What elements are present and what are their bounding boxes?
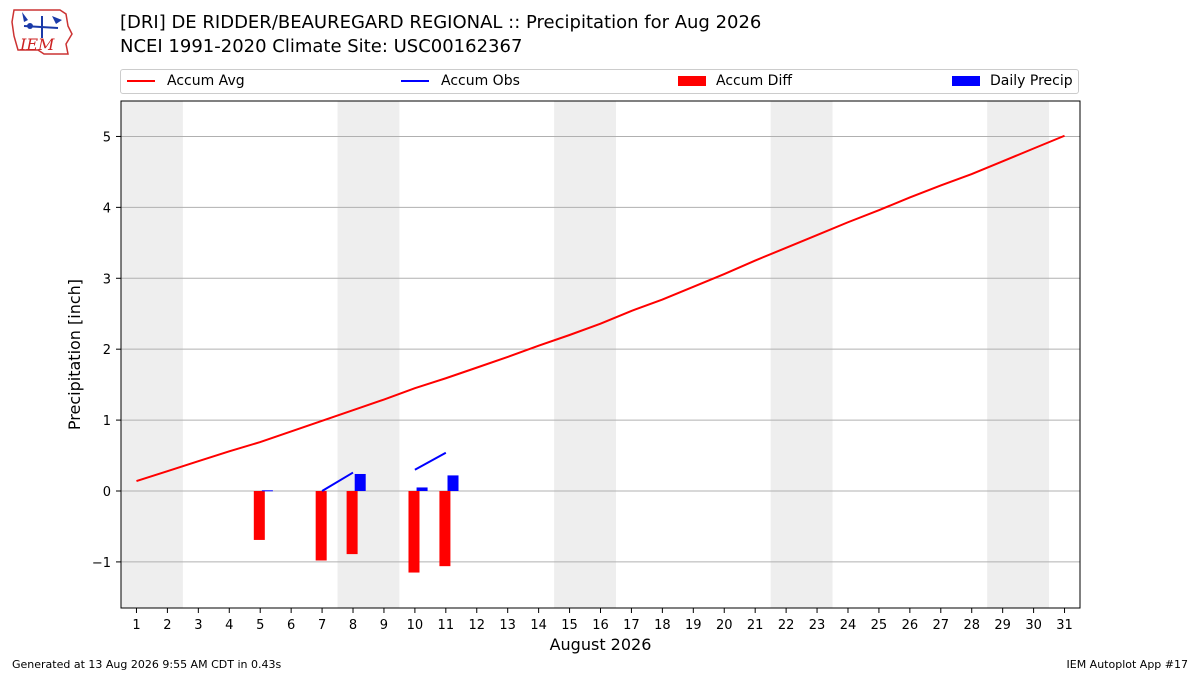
legend-swatch-accum-diff	[678, 76, 706, 86]
weekend-shade	[121, 101, 183, 608]
x-tick-label: 22	[778, 618, 795, 633]
x-tick-label: 11	[438, 618, 455, 633]
x-tick-label: 18	[654, 618, 671, 633]
accum-avg-line	[136, 134, 1065, 483]
y-tick-label: 1	[103, 414, 111, 429]
x-tick-label: 24	[840, 618, 857, 633]
legend-item-accum-obs: Accum Obs	[401, 73, 520, 89]
x-tick-label: 12	[468, 618, 485, 633]
x-axis-label: August 2026	[550, 635, 652, 654]
chart-legend: Accum Avg Accum Obs Accum Diff Daily Pre…	[120, 69, 1079, 94]
x-tick-label: 13	[499, 618, 516, 633]
legend-swatch-daily-precip	[952, 76, 980, 86]
x-tick-label: 28	[963, 618, 980, 633]
y-tick-label: 2	[103, 343, 111, 358]
x-tick-label: 5	[256, 618, 264, 633]
x-tick-label: 26	[902, 618, 919, 633]
legend-swatch-accum-obs	[401, 80, 429, 82]
weekend-shade	[987, 101, 1050, 608]
x-tick-label: 4	[225, 618, 233, 633]
weekend-shade	[554, 101, 616, 608]
x-tick-label: 16	[592, 618, 609, 633]
y-tick-label: 5	[103, 130, 111, 145]
accum-diff-bar	[346, 491, 358, 555]
accum-diff-bar	[439, 491, 451, 567]
x-tick-label: 23	[809, 618, 826, 633]
chart-title: [DRI] DE RIDDER/BEAUREGARD REGIONAL :: P…	[120, 12, 762, 33]
x-tick-label: 7	[318, 618, 326, 633]
x-tick-label: 27	[933, 618, 950, 633]
x-tick-label: 6	[287, 618, 295, 633]
x-tick-label: 31	[1056, 618, 1073, 633]
x-tick-label: 9	[380, 618, 388, 633]
x-tick-label: 10	[407, 618, 424, 633]
daily-precip-bar	[354, 473, 366, 491]
iem-logo: IEM	[8, 6, 78, 58]
weekend-shade	[770, 101, 833, 608]
legend-item-daily-precip: Daily Precip	[952, 73, 1073, 89]
daily-precip-bar	[447, 475, 459, 491]
x-tick-label: 3	[194, 618, 202, 633]
y-tick-label: 3	[103, 272, 111, 287]
x-tick-label: 2	[163, 618, 171, 633]
svg-text:IEM: IEM	[19, 35, 55, 54]
legend-item-accum-avg: Accum Avg	[127, 73, 245, 89]
legend-swatch-accum-avg	[127, 80, 155, 82]
x-tick-label: 8	[349, 618, 357, 633]
legend-label-daily-precip: Daily Precip	[990, 73, 1073, 89]
daily-precip-bar	[261, 490, 273, 492]
accum-diff-bar	[315, 491, 327, 561]
accum-diff-bar	[253, 491, 265, 540]
legend-label-accum-obs: Accum Obs	[441, 73, 520, 89]
x-tick-label: 20	[716, 618, 733, 633]
x-tick-label: 25	[871, 618, 888, 633]
accum-obs-line	[414, 451, 447, 471]
footer-generated-text: Generated at 13 Aug 2026 9:55 AM CDT in …	[12, 658, 282, 671]
x-tick-label: 29	[994, 618, 1011, 633]
x-tick-label: 19	[685, 618, 702, 633]
x-tick-label: 15	[561, 618, 578, 633]
x-tick-label: 21	[747, 618, 764, 633]
accum-diff-bar	[408, 491, 420, 573]
x-tick-label: 1	[132, 618, 140, 633]
x-tick-label: 17	[623, 618, 640, 633]
x-tick-label: 14	[530, 618, 547, 633]
y-axis-label: Precipitation [inch]	[65, 279, 84, 430]
chart-subtitle: NCEI 1991-2020 Climate Site: USC00162367	[120, 36, 523, 57]
legend-label-accum-diff: Accum Diff	[716, 73, 793, 89]
legend-item-accum-diff: Accum Diff	[678, 73, 792, 89]
footer-app-id: IEM Autoplot App #17	[1066, 658, 1189, 671]
y-tick-label: −1	[92, 556, 111, 571]
y-tick-label: 4	[103, 201, 111, 216]
y-tick-label: 0	[103, 485, 111, 500]
x-tick-label: 30	[1025, 618, 1042, 633]
legend-label-accum-avg: Accum Avg	[167, 73, 245, 89]
daily-precip-bar	[416, 487, 428, 491]
plot-frame	[120, 100, 1081, 609]
accum-obs-line	[321, 471, 354, 492]
